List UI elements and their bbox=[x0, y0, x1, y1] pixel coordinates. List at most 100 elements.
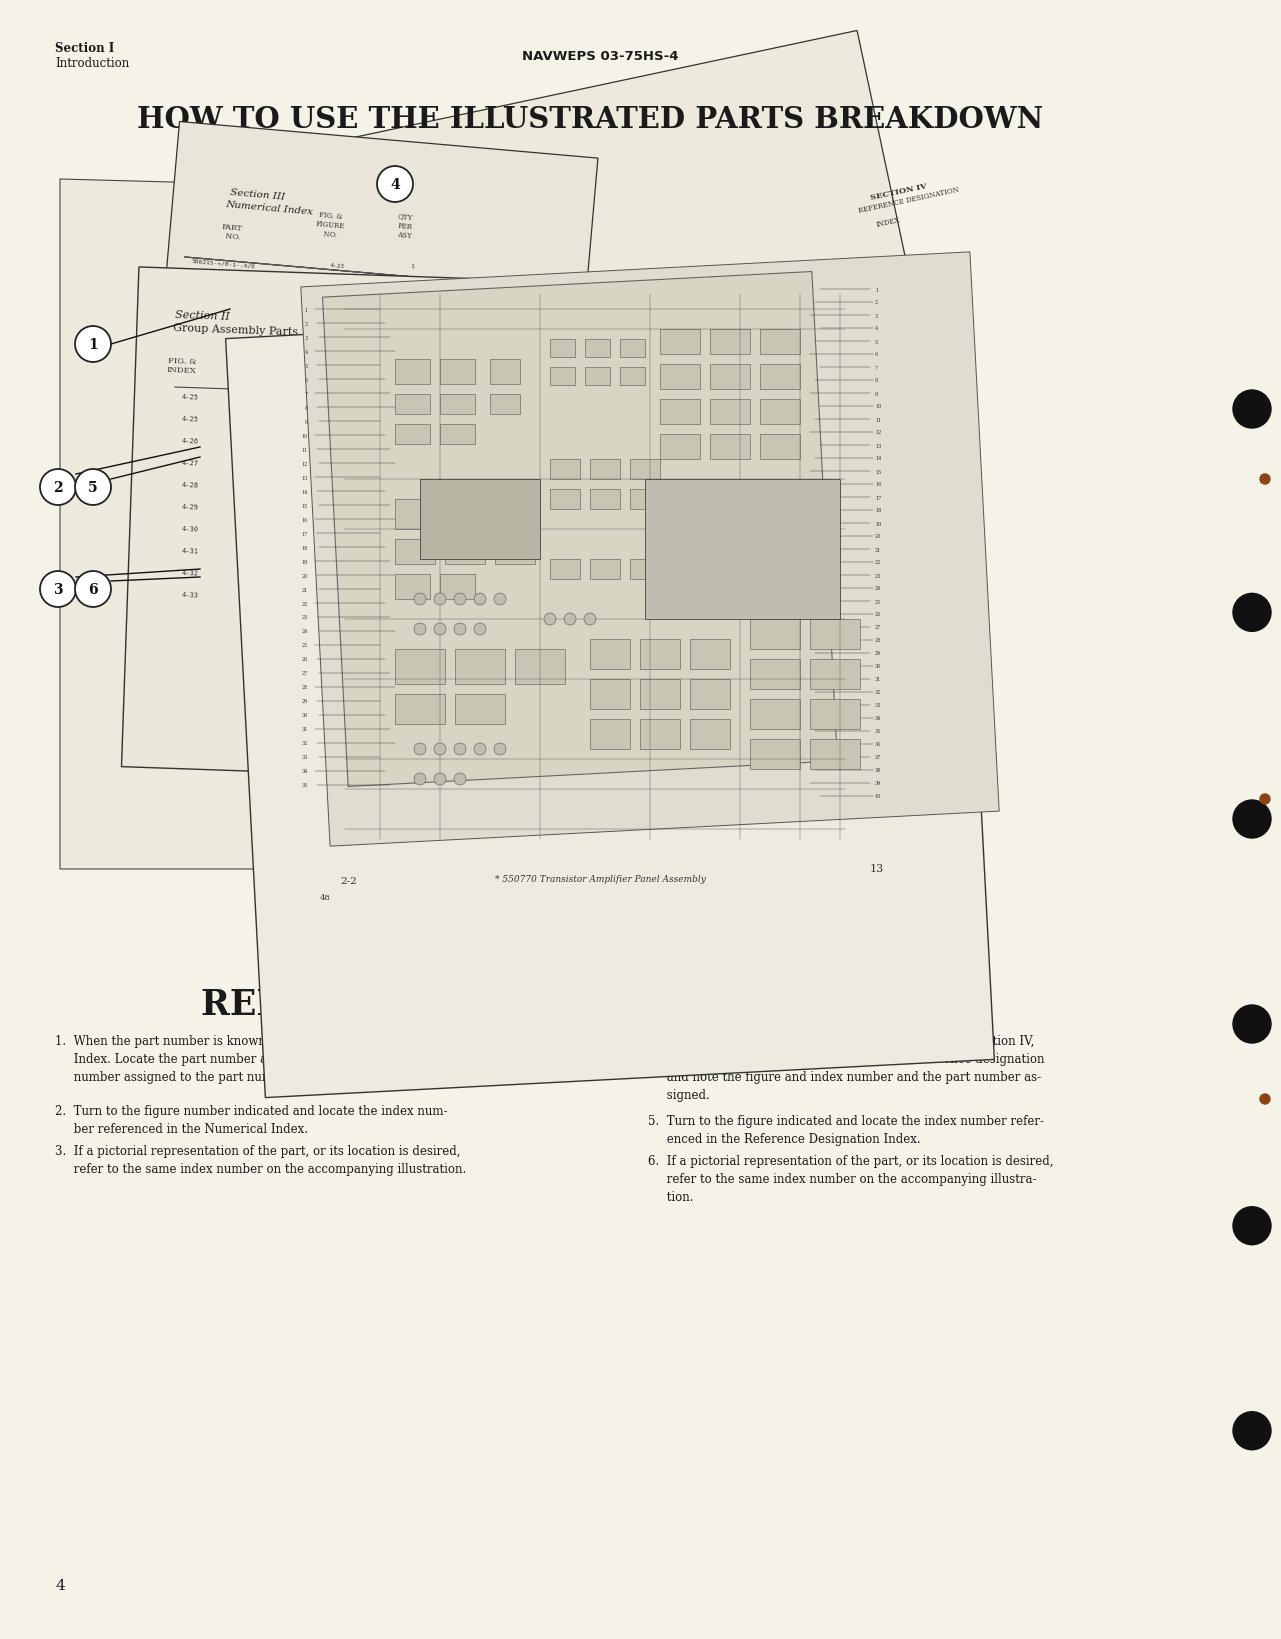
Circle shape bbox=[414, 623, 427, 636]
Polygon shape bbox=[395, 395, 430, 415]
Text: 21: 21 bbox=[875, 547, 881, 552]
Text: 1: 1 bbox=[305, 308, 307, 313]
Text: 2: 2 bbox=[608, 461, 612, 467]
Text: 27: 27 bbox=[875, 624, 881, 629]
Text: 506215-1820-1-.4N: 506215-1820-1-.4N bbox=[192, 313, 256, 323]
Polygon shape bbox=[591, 639, 630, 670]
Circle shape bbox=[1261, 1095, 1269, 1105]
Circle shape bbox=[453, 623, 466, 636]
Text: 1.  When the part number is known, refer to Section III Numerical
     Index. Lo: 1. When the part number is known, refer … bbox=[55, 1034, 451, 1083]
Text: 5260095N06A5: 5260095N06A5 bbox=[192, 385, 237, 395]
Polygon shape bbox=[620, 367, 646, 385]
Text: 29: 29 bbox=[875, 651, 881, 656]
Polygon shape bbox=[660, 400, 699, 425]
Text: 5905-752-6641: 5905-752-6641 bbox=[455, 393, 510, 402]
Text: 3: 3 bbox=[54, 582, 63, 597]
Polygon shape bbox=[646, 480, 840, 620]
Polygon shape bbox=[640, 680, 680, 710]
Polygon shape bbox=[660, 365, 699, 390]
Polygon shape bbox=[445, 500, 485, 529]
Text: RESISTOR - Fixed, Ceramic: RESISTOR - Fixed, Ceramic bbox=[635, 392, 742, 402]
Polygon shape bbox=[749, 739, 801, 770]
Text: 38: 38 bbox=[875, 769, 881, 774]
Text: 18: 18 bbox=[875, 508, 881, 513]
Text: 2: 2 bbox=[608, 416, 612, 423]
Text: 1: 1 bbox=[410, 282, 414, 287]
Circle shape bbox=[414, 774, 427, 785]
Text: 4: 4 bbox=[55, 1578, 65, 1591]
Text: 5905-671-0617: 5905-671-0617 bbox=[455, 459, 510, 467]
Circle shape bbox=[1234, 1206, 1271, 1246]
Text: IN-
DENT: IN- DENT bbox=[600, 343, 621, 361]
Polygon shape bbox=[760, 329, 801, 354]
Text: 36: 36 bbox=[875, 742, 881, 747]
Circle shape bbox=[1261, 475, 1269, 485]
Text: 2: 2 bbox=[305, 321, 307, 326]
Text: 4-25: 4-25 bbox=[182, 393, 200, 402]
Text: 4-30: 4-30 bbox=[182, 526, 200, 533]
Polygon shape bbox=[455, 695, 505, 724]
Circle shape bbox=[40, 572, 76, 608]
Text: 35: 35 bbox=[302, 783, 307, 788]
Text: 4-33: 4-33 bbox=[182, 592, 200, 598]
Polygon shape bbox=[749, 620, 801, 649]
Text: 31: 31 bbox=[875, 677, 881, 682]
Text: 33: 33 bbox=[875, 703, 881, 708]
Polygon shape bbox=[749, 659, 801, 690]
Polygon shape bbox=[439, 395, 475, 415]
Text: 525592-547: 525592-547 bbox=[192, 351, 229, 359]
Text: 34: 34 bbox=[875, 716, 881, 721]
Text: 1: 1 bbox=[410, 426, 414, 431]
Text: 12: 12 bbox=[875, 429, 881, 436]
Text: 15: 15 bbox=[302, 503, 307, 508]
Text: 4.  When the reference designation is known, refer to Section IV,
     Reference: 4. When the reference designation is kno… bbox=[648, 1034, 1044, 1101]
Text: 14: 14 bbox=[875, 456, 881, 461]
Polygon shape bbox=[395, 695, 445, 724]
Circle shape bbox=[434, 774, 446, 785]
Text: 48: 48 bbox=[320, 893, 330, 901]
Text: REFERENCE DESIGNATION: REFERENCE DESIGNATION bbox=[858, 185, 959, 215]
Text: 525592-104: 525592-104 bbox=[192, 333, 229, 341]
Circle shape bbox=[474, 623, 485, 636]
Polygon shape bbox=[455, 649, 505, 685]
Polygon shape bbox=[660, 583, 696, 606]
Polygon shape bbox=[810, 659, 860, 690]
Circle shape bbox=[494, 744, 506, 756]
Text: 1: 1 bbox=[88, 338, 97, 352]
Text: 25: 25 bbox=[875, 600, 881, 605]
Text: 16: 16 bbox=[875, 482, 881, 487]
Circle shape bbox=[434, 593, 446, 606]
Circle shape bbox=[76, 572, 111, 608]
Polygon shape bbox=[395, 500, 436, 529]
Text: 506215--470-1-.25G: 506215--470-1-.25G bbox=[255, 436, 332, 444]
Polygon shape bbox=[690, 720, 730, 749]
Text: 4-28: 4-28 bbox=[182, 482, 200, 488]
Polygon shape bbox=[420, 480, 541, 559]
Text: 21: 21 bbox=[302, 587, 307, 592]
Polygon shape bbox=[705, 583, 740, 606]
Polygon shape bbox=[705, 552, 740, 574]
Text: 4-31: 4-31 bbox=[330, 370, 346, 377]
Text: 9: 9 bbox=[305, 420, 307, 425]
Circle shape bbox=[1234, 800, 1271, 839]
Circle shape bbox=[564, 613, 576, 626]
Text: 28: 28 bbox=[301, 685, 307, 690]
Text: 19: 19 bbox=[875, 521, 881, 526]
Text: FIG. &
INDEX: FIG. & INDEX bbox=[167, 357, 197, 375]
Circle shape bbox=[544, 613, 556, 626]
Text: PART
NUMBER: PART NUMBER bbox=[290, 351, 330, 370]
Polygon shape bbox=[494, 539, 535, 565]
Text: 6: 6 bbox=[88, 582, 97, 597]
Polygon shape bbox=[660, 329, 699, 354]
Polygon shape bbox=[810, 620, 860, 649]
Text: 29: 29 bbox=[302, 700, 307, 705]
Polygon shape bbox=[395, 649, 445, 685]
Text: 5260...: 5260... bbox=[255, 570, 284, 577]
Text: FEDERAL STOCK NO.: FEDERAL STOCK NO. bbox=[468, 352, 555, 364]
Text: 24: 24 bbox=[302, 629, 307, 634]
Polygon shape bbox=[60, 180, 430, 869]
Text: 20: 20 bbox=[301, 574, 307, 579]
Text: 11: 11 bbox=[875, 418, 881, 423]
Polygon shape bbox=[760, 400, 801, 425]
Text: 10: 10 bbox=[875, 405, 881, 410]
